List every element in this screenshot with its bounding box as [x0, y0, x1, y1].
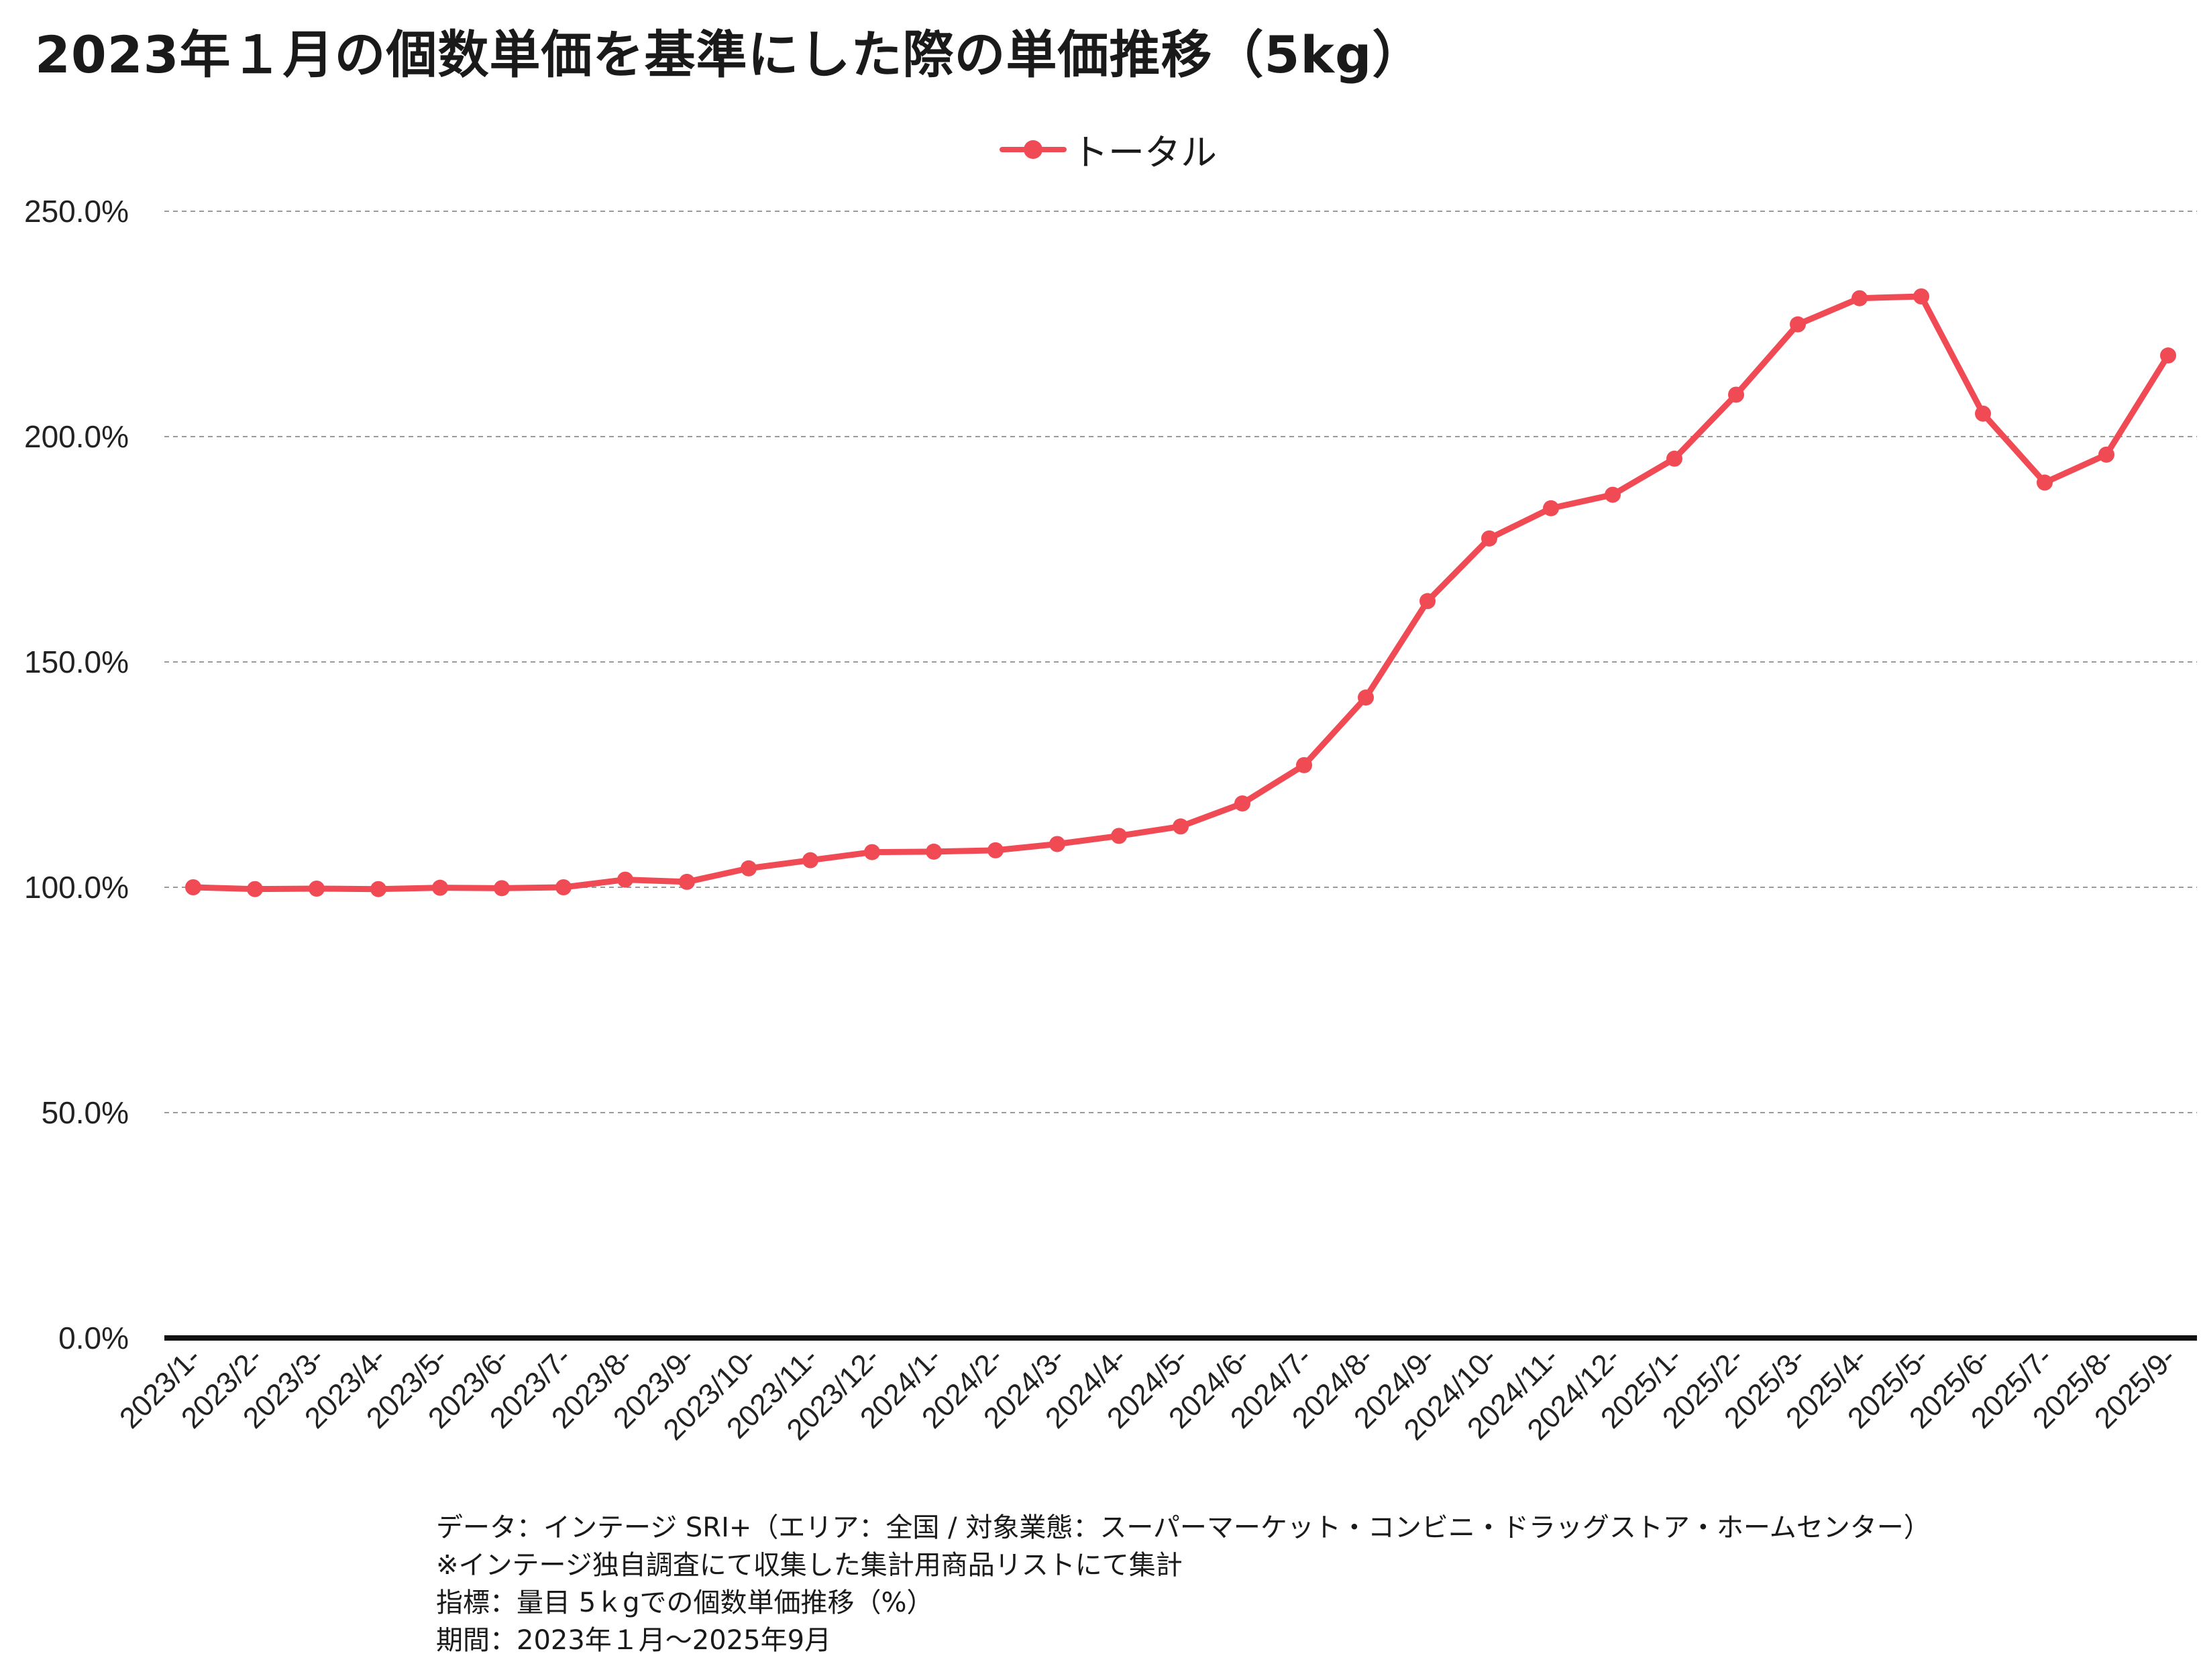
- data-point: [1481, 530, 1497, 547]
- data-point: [2160, 347, 2176, 364]
- data-point: [2098, 446, 2114, 463]
- y-tick-label: 0.0%: [58, 1321, 129, 1355]
- data-point: [247, 881, 263, 897]
- data-point: [864, 844, 880, 860]
- data-point: [926, 843, 942, 860]
- data-point: [1173, 818, 1189, 835]
- series-line: [190, 293, 2171, 893]
- note-source: データ：インテージ SRI+（エリア：全国 / 対象業態：スーパーマーケット・コ…: [436, 1512, 1931, 1543]
- data-point: [2037, 474, 2053, 491]
- data-point: [1605, 486, 1621, 503]
- data-point: [802, 852, 818, 869]
- data-point: [185, 879, 201, 895]
- legend-label: トータル: [1072, 131, 1217, 174]
- chart-title: 2023年１月の個数単価を基準にした際の単価推移（5kg）: [35, 25, 1424, 85]
- data-point: [1913, 288, 1929, 305]
- data-point: [617, 871, 633, 888]
- y-tick-label: 150.0%: [24, 645, 129, 679]
- data-point: [1358, 689, 1374, 706]
- data-point: [1851, 290, 1868, 306]
- y-tick-label: 100.0%: [24, 870, 129, 905]
- y-tick-label: 250.0%: [24, 194, 129, 229]
- data-point: [987, 842, 1004, 858]
- data-point: [1296, 757, 1312, 773]
- note-period: 期間：2023年１月～2025年9月: [436, 1625, 832, 1656]
- data-point: [1975, 405, 1991, 422]
- data-point: [494, 880, 510, 897]
- data-point: [370, 881, 386, 897]
- note-method: ※インテージ独自調査にて収集した集計用商品リストにて集計: [436, 1550, 1183, 1581]
- data-point: [1666, 450, 1682, 467]
- y-tick-label: 50.0%: [42, 1095, 129, 1130]
- data-point: [1543, 500, 1559, 516]
- data-point: [1234, 795, 1250, 812]
- data-point: [1049, 836, 1065, 852]
- data-point: [679, 873, 695, 890]
- data-point: [1790, 316, 1806, 333]
- legend: トータル: [1000, 122, 1217, 176]
- legend-swatch: [1000, 129, 1067, 169]
- footnotes: データ：インテージ SRI+（エリア：全国 / 対象業態：スーパーマーケット・コ…: [436, 1509, 1931, 1659]
- data-point: [432, 879, 448, 896]
- note-metric: 指標：量目 5ｋgでの個数単価推移（%）: [436, 1587, 934, 1618]
- data-point: [1111, 828, 1127, 844]
- data-point: [1419, 593, 1436, 610]
- y-tick-label: 200.0%: [24, 419, 129, 454]
- data-point: [741, 860, 757, 877]
- line-chart: 0.0%50.0%100.0%150.0%200.0%250.0%2023/1-…: [24, 194, 2197, 1447]
- legend-marker: [1024, 140, 1042, 159]
- data-point: [1728, 386, 1744, 403]
- data-point: [309, 881, 325, 897]
- data-point: [555, 879, 572, 895]
